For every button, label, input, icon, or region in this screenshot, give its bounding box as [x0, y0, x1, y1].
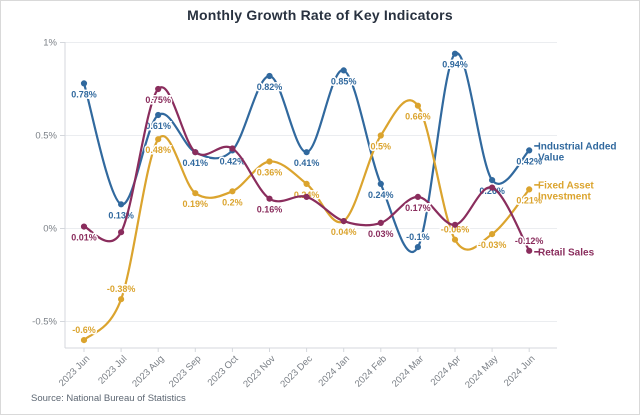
data-point-fixed-asset-investment[interactable] [229, 188, 236, 195]
data-label-retail-sales: 0.01% [71, 233, 97, 243]
data-point-retail-sales[interactable] [229, 145, 236, 152]
data-label-retail-sales: 0.03% [368, 229, 394, 239]
data-point-fixed-asset-investment[interactable] [489, 231, 496, 238]
data-label-industrial-added-value: 0.42% [220, 156, 246, 166]
data-point-fixed-asset-investment[interactable] [377, 132, 384, 139]
data-point-industrial-added-value[interactable] [155, 111, 162, 119]
data-point-fixed-asset-investment[interactable] [303, 180, 310, 187]
data-point-retail-sales[interactable] [377, 219, 384, 226]
legend-label-fixed-asset-investment[interactable]: Investment [538, 191, 591, 202]
data-label-fixed-asset-investment: 0.5% [371, 142, 392, 152]
legend-label-retail-sales[interactable]: Retail Sales [538, 247, 595, 258]
source-note: Source: National Bureau of Statistics [31, 393, 186, 404]
data-label-industrial-added-value: 0.85% [331, 76, 357, 86]
y-tick-label: 0% [43, 224, 57, 235]
data-label-industrial-added-value: 0.24% [368, 190, 394, 200]
data-label-retail-sales: 0.16% [257, 205, 283, 215]
y-tick-label: 1% [43, 38, 57, 49]
data-label-retail-sales: -0.12% [515, 236, 544, 246]
data-label-retail-sales: 0.75% [145, 95, 171, 105]
data-point-industrial-added-value[interactable] [118, 201, 125, 208]
data-label-fixed-asset-investment: 0.04% [331, 227, 357, 237]
x-tick-label: 2023 Jun [57, 353, 92, 388]
x-tick-label: 2023 Jul [96, 353, 129, 386]
data-label-industrial-added-value: 0.61% [145, 121, 171, 131]
data-label-fixed-asset-investment: 0.21% [516, 195, 542, 205]
data-point-industrial-added-value[interactable] [303, 149, 310, 156]
data-label-fixed-asset-investment: -0.06% [441, 225, 470, 235]
data-label-industrial-added-value: -0.1% [406, 232, 430, 242]
x-tick-label: 2024 Jun [502, 353, 537, 388]
data-label-retail-sales: 0.17% [405, 203, 431, 213]
data-label-industrial-added-value: 0.42% [516, 156, 542, 166]
data-point-retail-sales[interactable] [192, 149, 199, 156]
data-point-fixed-asset-investment[interactable] [451, 236, 459, 243]
data-label-industrial-added-value: 0.13% [108, 210, 134, 220]
x-tick-label: 2024 Feb [353, 353, 389, 389]
data-point-retail-sales[interactable] [526, 247, 533, 254]
data-label-fixed-asset-investment: 0.36% [257, 168, 283, 178]
x-tick-label: 2024 Jan [317, 353, 352, 388]
x-tick-label: 2023 Oct [206, 353, 241, 388]
x-tick-label: 2023 Dec [278, 353, 315, 390]
data-point-retail-sales[interactable] [489, 184, 496, 191]
data-point-retail-sales[interactable] [118, 229, 125, 236]
data-point-industrial-added-value[interactable] [340, 67, 347, 74]
data-point-fixed-asset-investment[interactable] [414, 102, 421, 109]
data-point-retail-sales[interactable] [80, 223, 88, 230]
y-tick-label: -0.5% [32, 317, 57, 328]
data-label-industrial-added-value: 0.41% [183, 158, 209, 168]
data-label-fixed-asset-investment: 0.48% [145, 145, 171, 155]
data-point-fixed-asset-investment[interactable] [80, 337, 88, 344]
data-point-fixed-asset-investment[interactable] [155, 136, 162, 143]
data-label-fixed-asset-investment: -0.6% [72, 325, 96, 335]
data-label-fixed-asset-investment: 0.19% [183, 199, 209, 209]
data-point-retail-sales[interactable] [451, 221, 459, 228]
data-point-industrial-added-value[interactable] [526, 147, 533, 154]
legend-label-fixed-asset-investment[interactable]: Fixed Asset [538, 180, 594, 191]
data-point-retail-sales[interactable] [340, 218, 347, 225]
data-point-industrial-added-value[interactable] [266, 72, 273, 80]
data-point-fixed-asset-investment[interactable] [526, 186, 533, 193]
legend-label-industrial-added-value[interactable]: Industrial Added [538, 141, 617, 152]
data-point-industrial-added-value[interactable] [451, 50, 459, 57]
x-tick-label: 2024 Apr [429, 353, 464, 388]
x-tick-label: 2023 Aug [130, 353, 166, 389]
data-point-retail-sales[interactable] [155, 85, 162, 93]
data-label-industrial-added-value: 0.41% [294, 158, 320, 168]
data-label-fixed-asset-investment: -0.38% [107, 284, 136, 294]
data-point-industrial-added-value[interactable] [414, 244, 421, 251]
data-point-industrial-added-value[interactable] [489, 177, 496, 184]
x-tick-label: 2023 Sep [167, 353, 204, 390]
legend-label-industrial-added-value[interactable]: Value [538, 152, 565, 163]
x-tick-label: 2024 May [463, 353, 500, 390]
data-label-industrial-added-value: 0.82% [257, 82, 283, 92]
x-tick-label: 2023 Nov [241, 353, 278, 390]
y-tick-label: 0.5% [35, 131, 57, 142]
data-point-fixed-asset-investment[interactable] [266, 158, 273, 165]
data-label-fixed-asset-investment: -0.03% [478, 240, 507, 250]
x-tick-label: 2024 Mar [390, 353, 426, 389]
data-point-fixed-asset-investment[interactable] [192, 190, 199, 197]
data-point-fixed-asset-investment[interactable] [118, 296, 125, 303]
data-point-retail-sales[interactable] [414, 193, 421, 200]
chart-title: Monthly Growth Rate of Key Indicators [187, 7, 453, 23]
data-point-retail-sales[interactable] [266, 195, 273, 202]
data-point-industrial-added-value[interactable] [80, 80, 88, 87]
data-point-industrial-added-value[interactable] [377, 180, 384, 187]
data-label-fixed-asset-investment: 0.2% [222, 197, 243, 207]
data-label-industrial-added-value: 0.94% [442, 60, 468, 70]
data-point-retail-sales[interactable] [303, 193, 310, 200]
data-label-industrial-added-value: 0.78% [71, 89, 97, 99]
data-label-fixed-asset-investment: 0.66% [405, 112, 431, 122]
